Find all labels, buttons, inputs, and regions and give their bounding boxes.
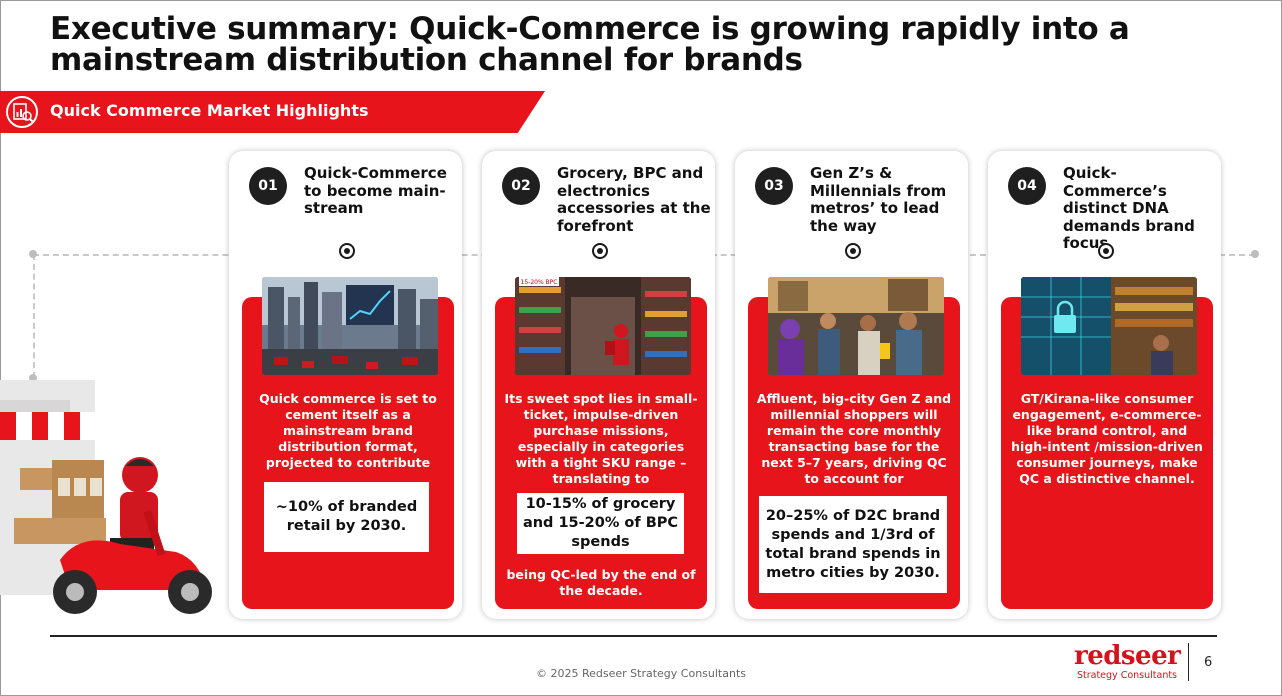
timeline-marker: [339, 243, 355, 259]
timeline-drop-line: [33, 254, 35, 378]
card-body-text-bottom: being QC-led by the end of the decade.: [506, 567, 696, 598]
highlight-card-3: 03 Gen Z’s & Millennials from metros’ to…: [735, 151, 968, 619]
card-highlight-box: ~10% of branded retail by 2030.: [264, 482, 429, 552]
card-highlight-box: 10-15% of grocery and 15-20% of BPC spen…: [517, 493, 684, 554]
redseer-logo: redseer Strategy Consultants: [1074, 641, 1181, 681]
city-skyline-growth-chart-photo: [262, 277, 438, 375]
timeline-marker: [845, 243, 861, 259]
card-number: 02: [502, 167, 540, 205]
logo-wordmark: redseer: [1074, 641, 1181, 671]
card-heading: Gen Z’s & Millennials from metros’ to le…: [810, 164, 947, 235]
page-number: 6: [1204, 655, 1213, 670]
timeline-drop-dot: [29, 374, 37, 382]
card-heading: Grocery, BPC and electronics accessories…: [557, 164, 711, 235]
section-banner: [0, 91, 545, 133]
highlight-card-4: 04 Quick- Commerce’s distinct DNA demand…: [988, 151, 1221, 619]
banner-label: Quick Commerce Market Highlights: [50, 101, 369, 120]
photo-tag: 15-20% BPC: [521, 279, 558, 286]
chart-doc-icon: [6, 96, 38, 128]
logo-tagline: Strategy Consultants: [1076, 670, 1178, 681]
young-shoppers-street-photo: [768, 277, 944, 375]
highlight-card-2: 02 Grocery, BPC and electronics accessor…: [482, 151, 715, 619]
card-number: 03: [755, 167, 793, 205]
logo-divider: [1188, 643, 1189, 681]
card-number: 01: [249, 167, 287, 205]
card-heading: Quick- Commerce’s distinct DNA demands b…: [1063, 164, 1195, 252]
store-aisle-delivery-photo: 15-20% BPC: [515, 277, 691, 375]
copyright-text: © 2025 Redseer Strategy Consultants: [535, 667, 746, 680]
timeline-start-dot: [29, 250, 37, 258]
highlight-card-1: 01 Quick-Commerce to become main-stream …: [229, 151, 462, 619]
page-title: Executive summary: Quick-Commerce is gro…: [50, 11, 1130, 78]
timeline-marker: [592, 243, 608, 259]
card-body-text: Its sweet spot lies in small-ticket, imp…: [504, 391, 698, 486]
timeline-marker: [1098, 243, 1114, 259]
card-highlight-box: 20–25% of D2C brand spends and 1/3rd of …: [759, 496, 947, 593]
card-body-text: GT/Kirana-like consumer engagement, e-co…: [1011, 391, 1203, 486]
card-body-text: Quick commerce is set to cement itself a…: [259, 391, 437, 470]
scooter-delivery-illustration: [0, 380, 212, 614]
footer-divider: [50, 635, 1217, 637]
card-heading: Quick-Commerce to become main-stream: [304, 164, 447, 217]
card-body-text: Affluent, big-city Gen Z and millennial …: [756, 391, 952, 486]
timeline-end-dot: [1251, 250, 1259, 258]
card-number: 04: [1008, 167, 1046, 205]
digital-lock-kirana-photo: [1021, 277, 1197, 375]
